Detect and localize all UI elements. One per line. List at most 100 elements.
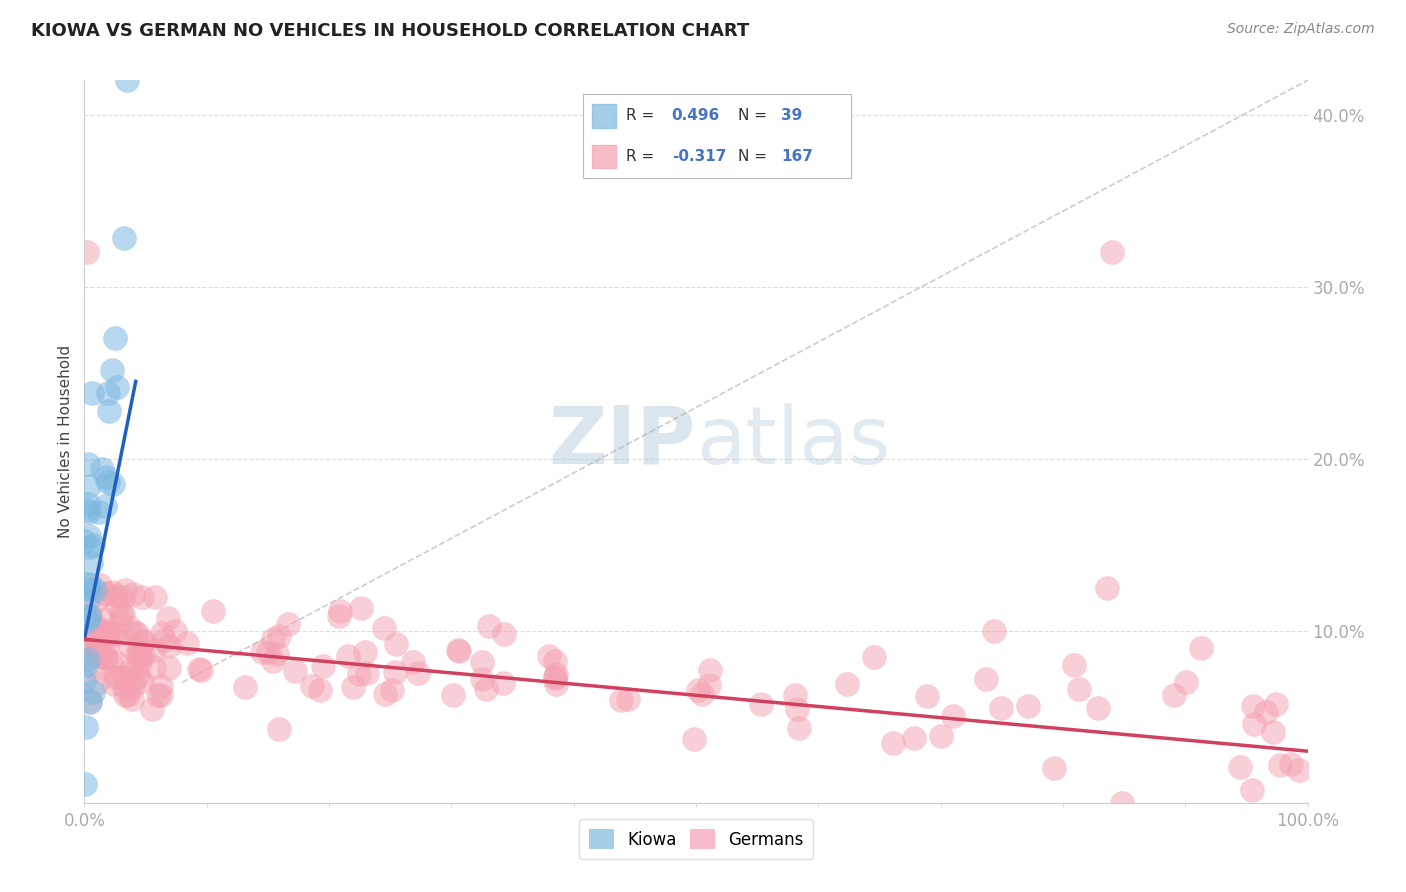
- Point: [77, 457, 100, 471]
- Point: [84, 662, 107, 676]
- Point: [1017, 698, 1039, 713]
- Text: ZIP: ZIP: [548, 402, 696, 481]
- Point: [96, 628, 118, 642]
- Point: [929, 729, 952, 743]
- Point: [1288, 763, 1310, 777]
- Point: [1095, 581, 1118, 595]
- Point: [101, 476, 124, 491]
- Point: [121, 692, 143, 706]
- Point: [146, 688, 169, 702]
- Point: [266, 648, 288, 662]
- Point: [122, 587, 145, 601]
- Point: [441, 689, 464, 703]
- Point: [143, 643, 166, 657]
- Point: [104, 626, 127, 640]
- Point: [120, 640, 142, 655]
- Point: [785, 689, 807, 703]
- Point: [125, 648, 148, 662]
- Point: [76, 245, 98, 260]
- Point: [267, 629, 290, 643]
- Point: [1174, 674, 1197, 689]
- Point: [309, 682, 332, 697]
- Point: [80, 556, 103, 570]
- Point: [96, 649, 118, 664]
- Point: [96, 470, 118, 484]
- Point: [77, 610, 100, 624]
- Point: [682, 731, 704, 746]
- Point: [93, 612, 115, 626]
- Point: [76, 652, 98, 666]
- Point: [903, 731, 925, 746]
- Point: [90, 648, 112, 663]
- Point: [347, 667, 370, 681]
- Point: [835, 676, 858, 690]
- Point: [342, 680, 364, 694]
- Text: 0.496: 0.496: [672, 108, 720, 123]
- Point: [89, 646, 111, 660]
- Point: [77, 608, 100, 623]
- Point: [749, 698, 772, 712]
- Point: [546, 677, 568, 691]
- Point: [150, 626, 173, 640]
- Point: [153, 633, 176, 648]
- Point: [915, 690, 938, 704]
- Point: [1256, 705, 1278, 719]
- Point: [449, 643, 471, 657]
- Point: [114, 689, 136, 703]
- Point: [86, 675, 108, 690]
- Point: [1043, 761, 1066, 775]
- Point: [82, 538, 104, 552]
- Point: [104, 589, 127, 603]
- Text: R =: R =: [626, 149, 654, 164]
- Text: R =: R =: [626, 108, 654, 123]
- Point: [1261, 724, 1284, 739]
- Point: [94, 587, 117, 601]
- Point: [128, 640, 150, 655]
- Point: [328, 609, 350, 624]
- Point: [406, 666, 429, 681]
- Point: [108, 670, 131, 684]
- Text: -0.317: -0.317: [672, 149, 725, 164]
- Point: [84, 636, 107, 650]
- Point: [787, 721, 810, 735]
- Point: [1063, 658, 1085, 673]
- Point: [121, 679, 143, 693]
- Point: [252, 645, 274, 659]
- Point: [73, 533, 96, 548]
- Point: [384, 637, 406, 651]
- Point: [1240, 782, 1263, 797]
- Point: [131, 590, 153, 604]
- Point: [84, 594, 107, 608]
- Point: [471, 655, 494, 669]
- Point: [381, 682, 404, 697]
- Point: [176, 635, 198, 649]
- Point: [537, 648, 560, 663]
- Point: [202, 604, 225, 618]
- Point: [127, 625, 149, 640]
- Point: [1241, 699, 1264, 714]
- Point: [94, 585, 117, 599]
- Point: [94, 499, 117, 513]
- Point: [79, 634, 101, 648]
- Point: [983, 624, 1005, 638]
- Point: [1281, 756, 1303, 771]
- Point: [263, 632, 285, 646]
- Point: [128, 658, 150, 673]
- Point: [75, 777, 97, 791]
- Point: [120, 663, 142, 677]
- Point: [75, 657, 97, 672]
- Point: [112, 681, 135, 695]
- Point: [262, 654, 284, 668]
- Point: [686, 682, 709, 697]
- Point: [112, 607, 135, 622]
- Point: [73, 674, 96, 689]
- Point: [374, 687, 396, 701]
- Point: [97, 636, 120, 650]
- Point: [101, 363, 124, 377]
- Point: [1163, 688, 1185, 702]
- Point: [96, 624, 118, 638]
- Point: [103, 677, 125, 691]
- Bar: [592, 103, 616, 128]
- Point: [616, 692, 638, 706]
- Point: [163, 624, 186, 638]
